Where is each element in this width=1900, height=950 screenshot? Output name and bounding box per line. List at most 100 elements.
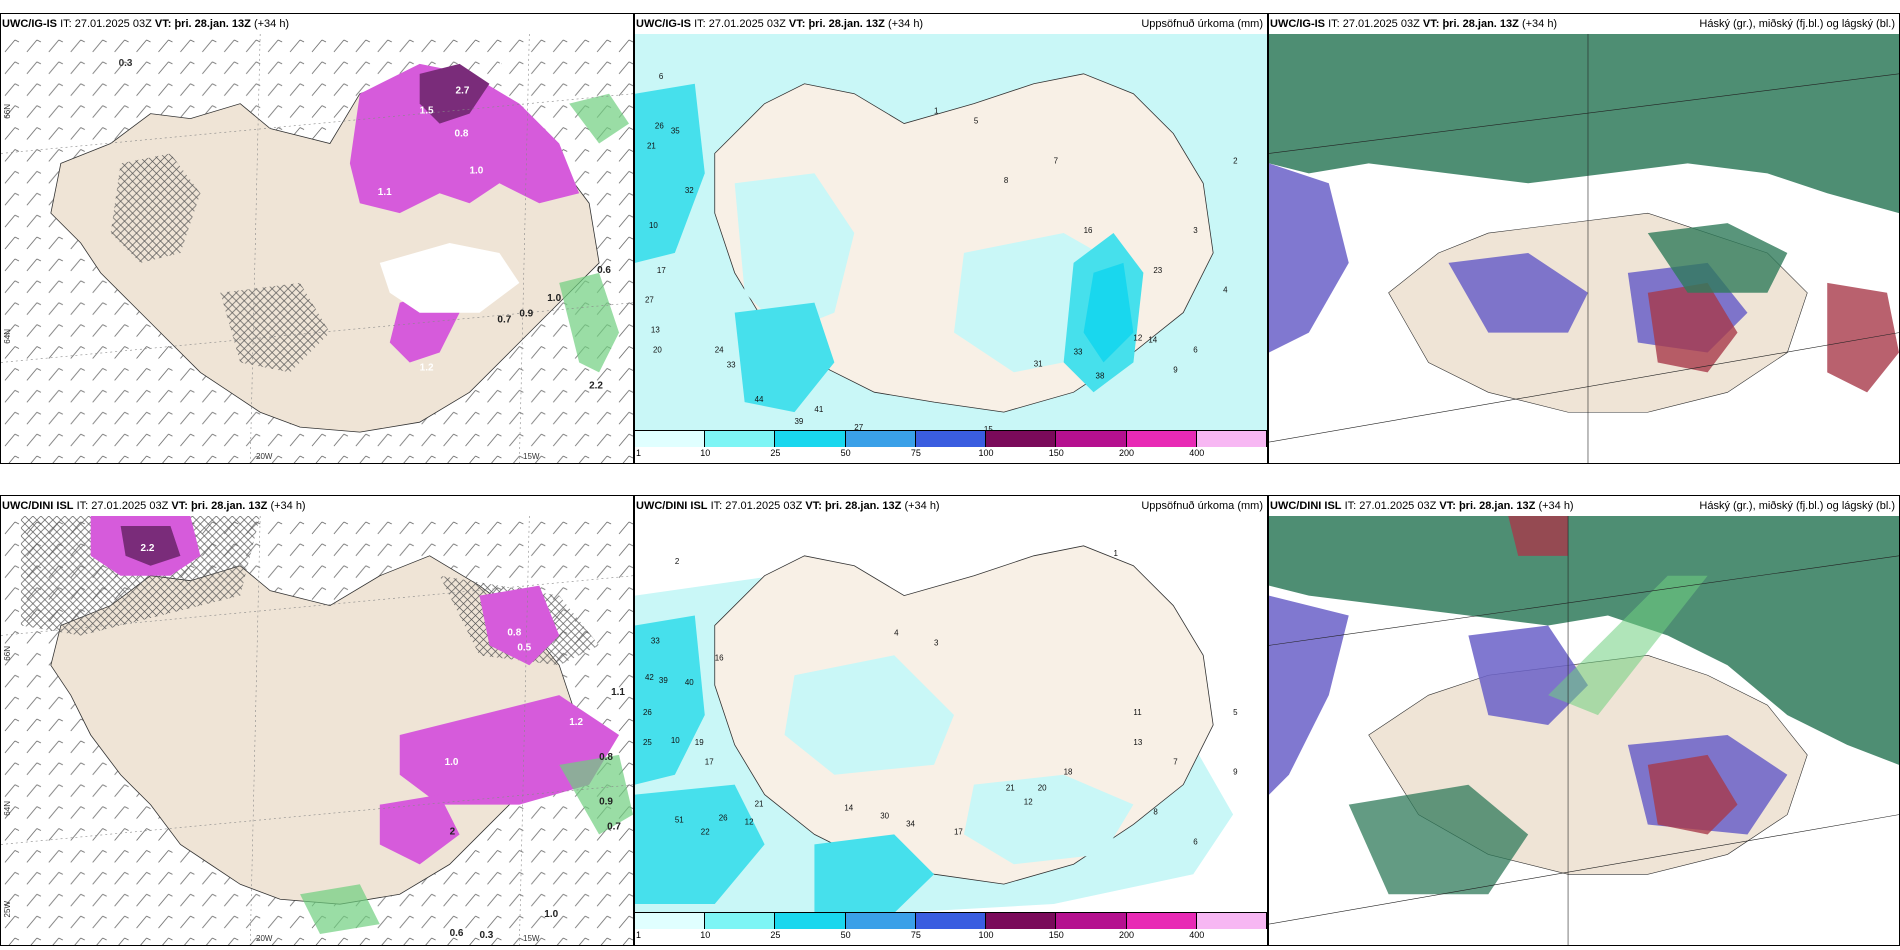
precip-mid-2 [734, 302, 835, 413]
svg-text:15: 15 [984, 425, 993, 431]
svg-text:13: 13 [1133, 738, 1142, 747]
panel-header: UWC/IG-IS IT: 27.01.2025 03Z VT: þri. 28… [635, 14, 1267, 34]
vt-value: þri. 28.jan. 13Z [1458, 500, 1536, 512]
precip-colorbar: 1 10 25 50 75 100 150 200 400 [635, 912, 1267, 945]
colorbar-swatch [775, 431, 846, 447]
vt-value: þri. 28.jan. 13Z [174, 18, 251, 30]
svg-text:40: 40 [685, 678, 694, 687]
lead-time: (+34 h) [253, 18, 290, 30]
panel-header: UWC/IG-IS IT: 27.01.2025 03Z VT: þri. 28… [1, 14, 633, 34]
svg-text:39: 39 [794, 417, 803, 426]
it-label: IT: [60, 18, 72, 30]
svg-text:10: 10 [649, 221, 658, 230]
graticule-line [249, 34, 261, 463]
precip-mid [635, 83, 705, 263]
svg-text:26: 26 [643, 708, 652, 717]
svg-text:17: 17 [954, 827, 963, 836]
svg-text:2: 2 [450, 827, 456, 838]
vt-value: þri. 28.jan. 13Z [808, 18, 885, 30]
cloud-mid-area [1269, 595, 1349, 795]
precip-mid [635, 615, 705, 785]
precip-colorbar: 1 10 25 50 75 100 150 200 400 [635, 430, 1267, 463]
cloud-high-area-2 [1348, 784, 1529, 895]
svg-text:42: 42 [645, 673, 654, 682]
svg-text:30: 30 [880, 811, 889, 820]
cloud-low-area-2 [1508, 516, 1569, 556]
svg-text:20: 20 [1038, 784, 1047, 793]
colorbar-swatch [915, 913, 987, 929]
colorbar-label: 100 [978, 448, 994, 458]
svg-text:38: 38 [1096, 371, 1105, 380]
map-area [1269, 516, 1899, 945]
vt-label: VT: [1422, 18, 1440, 30]
svg-text:1.5: 1.5 [420, 106, 434, 117]
colorbar-swatch [705, 431, 776, 447]
svg-text:3: 3 [1193, 226, 1198, 235]
colorbar-label: 75 [910, 930, 921, 940]
model-name: UWC/IG-IS [636, 18, 691, 30]
model-name: UWC/DINI ISL [1270, 500, 1342, 512]
colorbar-label: 400 [1189, 930, 1205, 940]
panel-bottom-right: UWC/DINI ISL IT: 27.01.2025 03Z VT: þri.… [1268, 495, 1900, 946]
colorbar-label: 50 [840, 930, 851, 940]
panel-header: UWC/DINI ISL IT: 27.01.2025 03Z VT: þri.… [635, 496, 1267, 516]
svg-text:10: 10 [671, 736, 680, 745]
cloud-high-band [1548, 575, 1708, 716]
svg-text:8: 8 [1004, 176, 1009, 185]
lat-label-64n: 64N [3, 329, 12, 344]
white-gap [379, 243, 520, 313]
svg-text:0.5: 0.5 [544, 56, 558, 67]
colorbar-swatch [845, 431, 916, 447]
colorbar-swatch [705, 913, 776, 929]
svg-text:24: 24 [715, 345, 724, 354]
svg-text:0.4: 0.4 [499, 58, 513, 69]
lat-label-66n: 66N [3, 104, 12, 119]
colorbar-swatch [986, 913, 1057, 929]
panel-right-title: Uppsöfnuð úrkoma (mm) [1141, 500, 1263, 512]
panel-bottom-left: UWC/DINI ISL IT: 27.01.2025 03Z VT: þri.… [0, 495, 634, 946]
svg-text:17: 17 [657, 266, 666, 275]
colorbar-label: 1 [636, 930, 642, 940]
cloud-mid-area-2 [1448, 252, 1588, 333]
precip-light-over-land-2 [963, 774, 1134, 865]
colorbar-label: 150 [1048, 930, 1064, 940]
svg-text:35: 35 [671, 127, 680, 136]
svg-text:0.7: 0.7 [607, 822, 621, 833]
svg-text:0.3: 0.3 [479, 930, 493, 941]
colorbar-swatch [915, 431, 987, 447]
panel-right-title: Háský (gr.), miðský (fj.bl.) og lágský (… [1699, 18, 1895, 30]
svg-text:2.2: 2.2 [141, 543, 155, 554]
it-value: 27.01.2025 03Z [1359, 500, 1437, 512]
colorbar-swatch [635, 431, 706, 447]
colorbar-label: 200 [1118, 448, 1135, 458]
svg-text:3.1: 3.1 [545, 116, 559, 127]
colorbar-label: 10 [700, 930, 711, 940]
panel-top-right: UWC/IG-IS IT: 27.01.2025 03Z VT: þri. 28… [1268, 13, 1900, 464]
svg-text:23: 23 [1153, 266, 1162, 275]
model-name: UWC/IG-IS [1270, 18, 1325, 30]
it-value: 27.01.2025 03Z [74, 18, 152, 30]
graticule-line [1269, 814, 1899, 925]
svg-text:0.5: 0.5 [517, 642, 531, 653]
svg-text:6: 6 [659, 72, 664, 81]
lat-label-64n: 64N [3, 801, 12, 816]
cloud-high-area-2 [1647, 223, 1788, 293]
vt-value: þri. 28.jan. 13Z [824, 500, 902, 512]
vt-value: þri. 28.jan. 13Z [1442, 18, 1519, 30]
vt-value: þri. 28.jan. 13Z [190, 500, 268, 512]
hatched-snow-region-2 [220, 282, 330, 373]
colorbar-label: 150 [1048, 448, 1064, 458]
it-label: IT: [694, 18, 706, 30]
svg-text:0.8: 0.8 [507, 627, 521, 638]
svg-text:14: 14 [1148, 335, 1157, 344]
svg-text:16: 16 [1084, 226, 1093, 235]
colorbar-label: 400 [1189, 448, 1205, 458]
svg-text:1.0: 1.0 [547, 293, 561, 304]
graticule-line [1, 302, 633, 363]
precip-mid-2 [635, 784, 765, 905]
colorbar-label: 50 [840, 448, 851, 458]
svg-text:2.2: 2.2 [589, 380, 603, 391]
it-label: IT: [1328, 18, 1340, 30]
